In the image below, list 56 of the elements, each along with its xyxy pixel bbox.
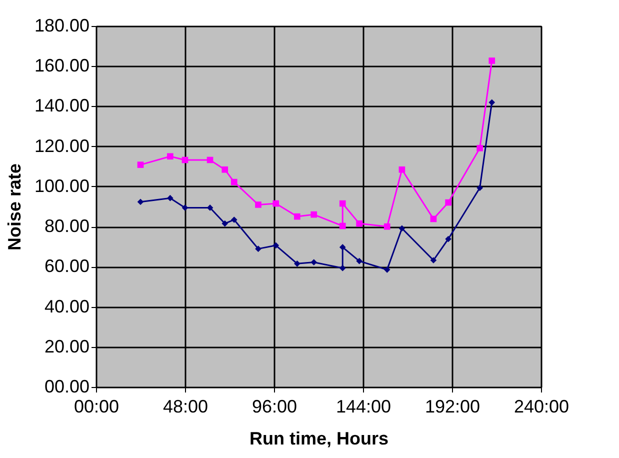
point	[488, 58, 496, 64]
point	[339, 200, 346, 207]
point	[230, 216, 238, 223]
x-tick-label: 96:00	[252, 396, 298, 416]
point	[339, 264, 346, 272]
point	[310, 259, 318, 266]
point	[294, 213, 300, 220]
x-tick-label: 192:00	[424, 396, 480, 416]
point	[384, 266, 390, 273]
x-tick-label: 240:00	[514, 396, 570, 416]
point	[430, 216, 437, 222]
point	[230, 178, 238, 186]
y-tick-label: 80.00	[44, 216, 90, 236]
point	[137, 198, 144, 206]
point	[255, 202, 262, 208]
point	[222, 220, 228, 227]
y-tick-label: 140.00	[34, 96, 90, 116]
point	[206, 204, 214, 211]
point	[356, 220, 362, 227]
point	[398, 225, 406, 232]
point	[339, 222, 346, 230]
point	[488, 99, 496, 106]
y-tick-label: 180.00	[34, 16, 90, 36]
point	[310, 211, 318, 218]
y-tick-label: 100.00	[34, 176, 90, 196]
point	[445, 199, 452, 206]
point	[272, 200, 280, 207]
x-tick-label: 144:00	[336, 396, 392, 416]
y-axis-title: Noise rate	[4, 163, 24, 251]
point	[356, 258, 362, 264]
point	[222, 166, 228, 173]
y-tick-label: 160.00	[34, 56, 90, 76]
y-tick-label: 20.00	[44, 336, 90, 356]
x-tick-label: 00:00	[74, 396, 120, 416]
point	[167, 153, 174, 160]
point	[294, 260, 300, 267]
y-tick-label: 60.00	[44, 256, 90, 276]
point	[137, 162, 144, 168]
point	[476, 184, 483, 192]
point	[445, 236, 452, 242]
point	[206, 156, 214, 164]
point	[272, 242, 280, 249]
y-tick-label: 120.00	[34, 136, 90, 156]
point	[182, 204, 188, 211]
point	[182, 156, 188, 164]
point	[476, 144, 483, 152]
point	[384, 223, 390, 230]
x-axis-title: Run time, Hours	[249, 428, 389, 448]
point	[398, 166, 406, 173]
y-tick-label: 00.00	[44, 376, 90, 396]
point	[339, 244, 346, 250]
point	[430, 257, 437, 264]
point	[255, 246, 262, 252]
x-tick-label: 48:00	[162, 396, 208, 416]
point	[167, 194, 174, 202]
y-tick-label: 40.00	[44, 296, 90, 316]
